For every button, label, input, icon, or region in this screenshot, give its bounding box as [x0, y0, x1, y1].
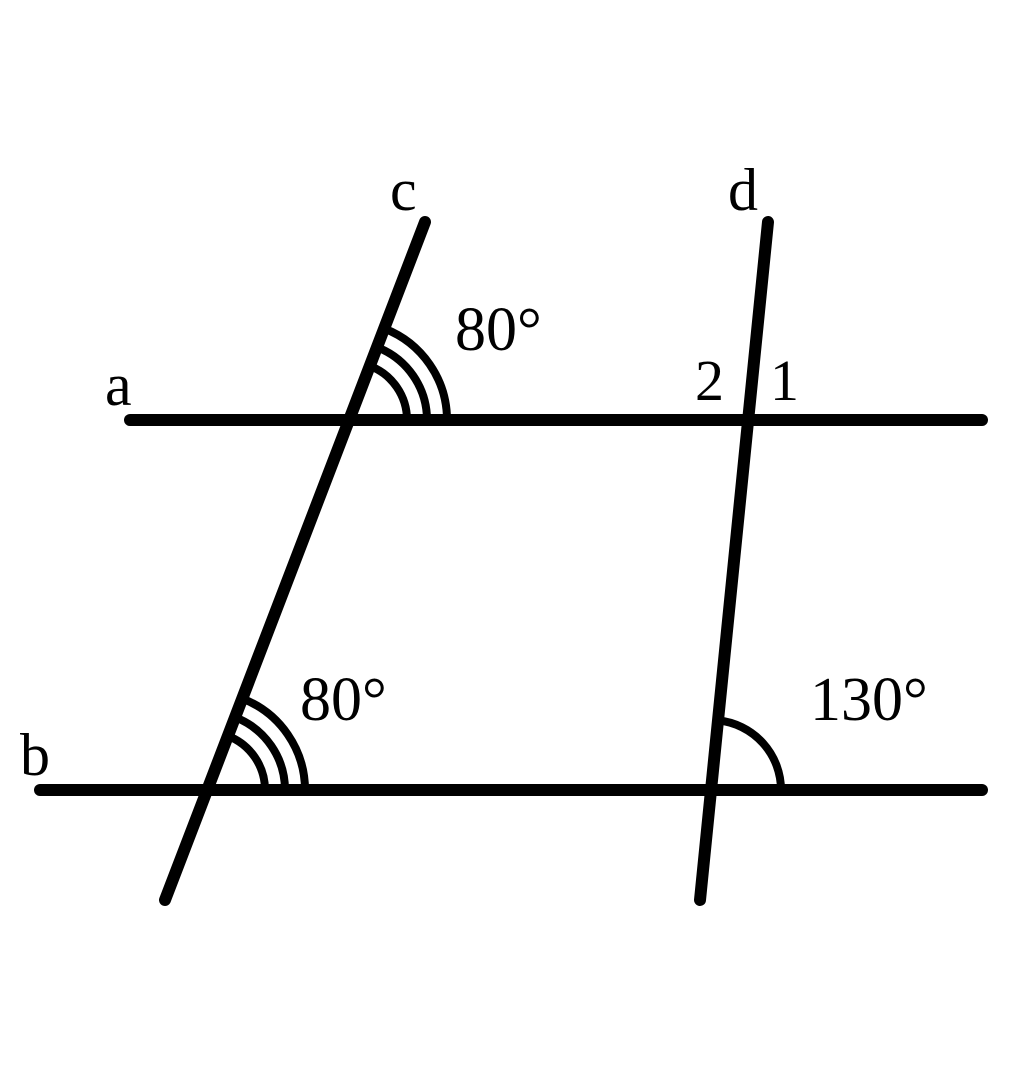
angle-arc-ac_80-0 [370, 366, 407, 420]
angle-ac_80-label-svg: 80° [455, 296, 542, 364]
angle-number-n2-svg: 2 [695, 348, 724, 413]
line-d [700, 222, 768, 900]
angle-arc-bc_80-0 [228, 736, 265, 790]
angle-arc-bd_130-0 [718, 720, 781, 790]
angle-bc_80-label-svg: 80° [300, 666, 387, 734]
line-d-label-svg: d [728, 157, 758, 223]
line-a-label-svg: a [105, 352, 132, 418]
line-c-label-svg: c [390, 157, 417, 223]
line-b-label-svg: b [20, 722, 50, 788]
line-c [165, 222, 425, 900]
angle-number-n1-svg: 1 [770, 348, 799, 413]
angle-bd_130-label-svg: 130° [810, 666, 928, 734]
